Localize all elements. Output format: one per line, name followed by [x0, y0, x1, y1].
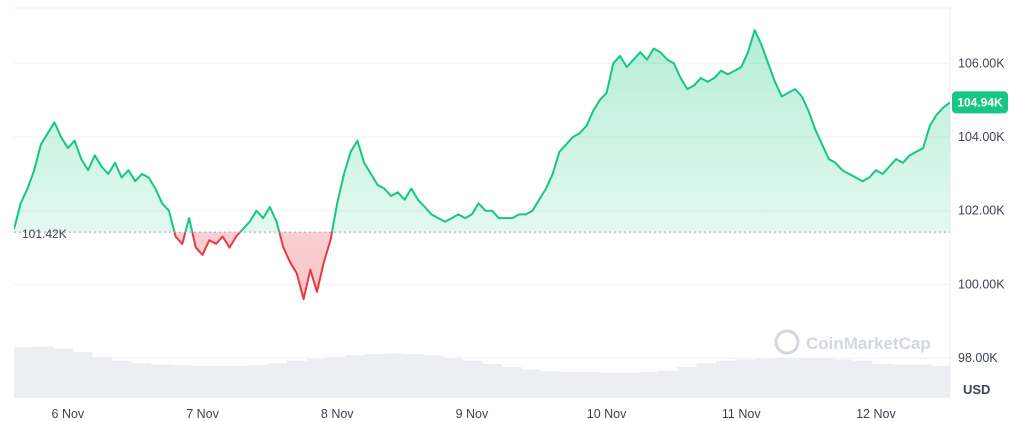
x-tick-label: 12 Nov — [856, 407, 896, 421]
volume-bar — [287, 360, 307, 398]
y-tick-label: 106.00K — [958, 56, 1005, 70]
volume-bar — [891, 364, 912, 398]
volume-bar — [53, 348, 73, 398]
volume-bar — [384, 353, 405, 398]
x-tick-label: 10 Nov — [587, 407, 627, 421]
volume-bar — [540, 371, 561, 398]
volume-bar — [326, 357, 346, 398]
volume-bar — [794, 358, 814, 398]
volume-bar — [228, 365, 249, 398]
watermark: CoinMarketCap — [774, 329, 931, 355]
price-area — [14, 29, 950, 301]
volume-bar — [306, 358, 327, 398]
x-tick-label: 9 Nov — [456, 407, 489, 421]
watermark-text: CoinMarketCap — [806, 334, 931, 353]
volume-bar — [560, 371, 580, 398]
volume-bar — [345, 355, 366, 398]
volume-bar — [852, 360, 873, 398]
series-line-up — [14, 29, 950, 233]
x-tick-label: 8 Nov — [321, 407, 354, 421]
volume-bar — [209, 365, 229, 398]
y-tick-label: 98.00K — [958, 351, 998, 365]
y-axis: 98.00K 100.00K 102.00K 104.00K 106.00K — [958, 56, 1005, 365]
volume-bar — [72, 352, 93, 398]
currency-label: USD — [963, 382, 990, 397]
volume-bar — [872, 363, 892, 398]
volume-bar — [833, 359, 853, 398]
volume-bar — [14, 347, 34, 398]
volume-bar — [813, 358, 834, 398]
volume-bar — [755, 358, 775, 398]
last-price-badge — [952, 91, 1008, 114]
x-tick-label: 11 Nov — [722, 407, 761, 421]
baseline: 101.42K — [14, 227, 950, 241]
volume-bar — [735, 359, 756, 398]
volume-bar — [443, 357, 463, 398]
volume-bar — [92, 357, 112, 398]
coinmarketcap-logo-icon — [774, 329, 800, 355]
volume-bar — [911, 364, 931, 398]
area-fill-up — [14, 30, 950, 233]
volume-bar — [657, 370, 678, 398]
y-tick-label: 100.00K — [958, 277, 1005, 291]
volume-bar — [150, 364, 171, 398]
baseline-label: 101.42K — [22, 227, 67, 241]
y-tick-label: 102.00K — [958, 204, 1005, 218]
volume-bar — [521, 369, 541, 398]
volume-bar — [638, 371, 658, 398]
x-axis: 6 Nov 7 Nov 8 Nov 9 Nov 10 Nov 11 Nov 12 Nov — [52, 407, 897, 421]
volume-bar — [189, 365, 210, 398]
volume-bar — [716, 360, 736, 398]
last-price-marker: 104.94K — [952, 91, 1008, 114]
volume-bar — [170, 365, 190, 398]
volume-bar — [248, 365, 268, 398]
x-tick-label: 7 Nov — [186, 407, 219, 421]
volume-bar — [774, 358, 795, 398]
volume-bar — [696, 363, 717, 398]
volume-bar — [365, 353, 385, 398]
volume-bar — [111, 360, 132, 398]
y-tick-label: 104.00K — [958, 130, 1005, 144]
volume-bar — [131, 363, 151, 398]
volume-bar — [462, 360, 483, 398]
volume-bar — [579, 371, 600, 398]
volume-bars — [14, 346, 951, 398]
volume-bar — [404, 353, 424, 398]
volume-bar — [267, 363, 288, 398]
last-price-label: 104.94K — [957, 95, 1003, 109]
volume-bar — [599, 372, 619, 398]
volume-bar — [618, 372, 639, 398]
x-tick-label: 6 Nov — [52, 407, 85, 421]
volume-bar — [482, 363, 502, 398]
volume-bar — [930, 365, 951, 398]
volume-bar — [33, 346, 54, 398]
volume-bar — [501, 367, 522, 398]
volume-bar — [677, 367, 697, 398]
volume-bar — [423, 355, 444, 398]
